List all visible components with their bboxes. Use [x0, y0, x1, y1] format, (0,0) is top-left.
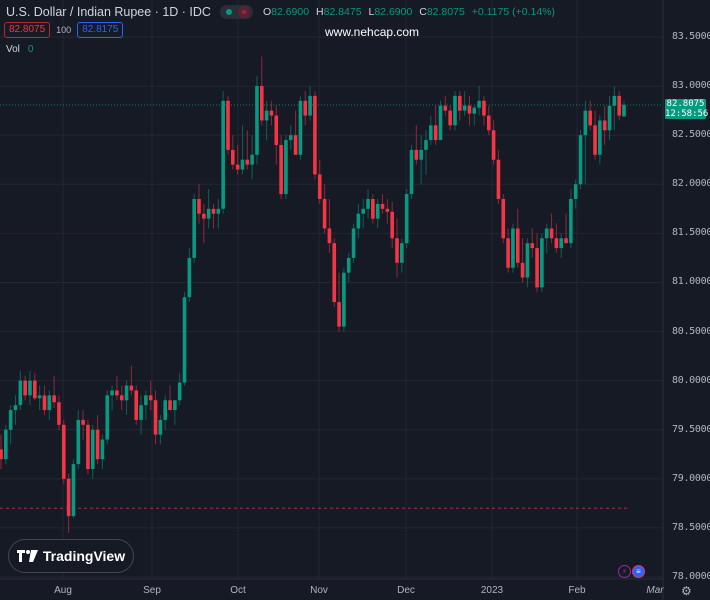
price-axis-label: 83.0000	[672, 80, 710, 92]
time-axis-label: Oct	[230, 585, 246, 596]
price-axis-label: 82.0000	[672, 178, 710, 190]
chart-legend: U.S. Dollar / Indian Rupee · 1D · IDC ≈ …	[6, 5, 555, 19]
watermark: www.nehcap.com	[325, 25, 420, 39]
buy-price-button[interactable]: 82.8175	[77, 22, 124, 38]
spread-value: 100	[56, 25, 72, 35]
tradingview-logo-icon	[16, 550, 38, 562]
change-value: +0.1175 (+0.14%)	[471, 6, 556, 18]
price-axis-label: 79.0000	[672, 472, 710, 484]
bar-countdown: 12:58:56	[665, 109, 709, 119]
chart-events: ⚡ ≡	[618, 565, 645, 578]
price-axis-label: 81.0000	[672, 276, 710, 288]
time-axis-label: Feb	[568, 585, 586, 596]
last-price-value: 82.8075	[666, 99, 705, 109]
high-value: 82.8475	[323, 6, 362, 18]
volume-label: Vol	[6, 44, 20, 55]
low-value: 82.6900	[374, 6, 413, 18]
time-axis-label: Sep	[143, 585, 161, 596]
us-flag-event-icon[interactable]: ≡	[632, 565, 645, 578]
tradingview-logo[interactable]: TradingView	[8, 539, 134, 573]
bid-ask-row: 82.8075 100 82.8175	[4, 22, 124, 38]
price-axis-label: 83.5000	[672, 31, 710, 42]
price-axis-label: 78.5000	[672, 521, 710, 533]
high-label: H	[316, 6, 324, 18]
time-axis-label: Nov	[310, 585, 328, 596]
low-label: L	[368, 6, 375, 18]
time-axis-label: Aug	[54, 585, 72, 596]
lightning-event-icon[interactable]: ⚡	[618, 565, 631, 578]
market-status[interactable]: ≈	[219, 5, 253, 19]
ohlc-values: O82.6900 H82.8475 L82.6900 C82.8075 +0.1…	[263, 6, 555, 18]
price-axis-label: 80.0000	[672, 374, 710, 386]
open-label: O	[262, 6, 272, 18]
price-axis-label: 82.5000	[672, 129, 710, 141]
price-axis-label: 79.5000	[672, 423, 710, 435]
time-axis-label: 2023	[480, 585, 504, 596]
time-axis-label: Mar	[646, 585, 664, 596]
market-closed-icon: ≈	[237, 6, 250, 18]
candles	[0, 56, 626, 533]
close-value: 82.8075	[426, 6, 465, 18]
price-axis-label: 78.0000	[672, 571, 710, 582]
sell-price-button[interactable]: 82.8075	[4, 22, 51, 38]
tradingview-logo-text: TradingView	[42, 548, 126, 564]
last-price-tag: 82.8075 12:58:56	[665, 99, 709, 119]
volume-value: 0	[27, 44, 34, 55]
volume-legend: Vol 0	[6, 44, 33, 55]
close-label: C	[419, 6, 427, 18]
price-axis-label: 80.5000	[672, 325, 710, 337]
time-axis-label: Dec	[397, 585, 415, 596]
open-value: 82.6900	[271, 6, 310, 18]
price-axis-label: 81.5000	[672, 227, 710, 239]
market-open-dot-icon	[225, 9, 232, 15]
chart-grid	[0, 0, 663, 579]
gear-icon[interactable]: ⚙	[681, 584, 692, 598]
symbol-title[interactable]: U.S. Dollar / Indian Rupee · 1D · IDC	[6, 5, 211, 19]
